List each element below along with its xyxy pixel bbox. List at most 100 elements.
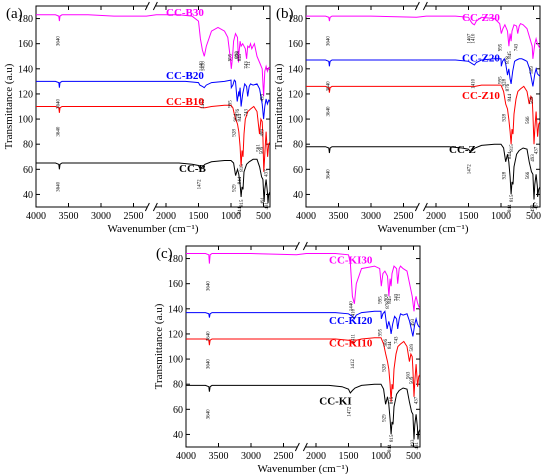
peak-annotation: 844: [388, 341, 393, 349]
peak-annotation: 876: [506, 83, 511, 91]
y-axis-label: Transmittance (a.u): [3, 63, 15, 149]
x-tick-label: 1500: [189, 211, 209, 222]
series-line-cc-z20: [306, 57, 540, 87]
peak-annotation: 437: [415, 396, 420, 404]
peak-annotation: 995: [498, 43, 503, 51]
y-tick-label: 40: [173, 430, 183, 441]
series-line-cc-b30: [36, 14, 270, 97]
series-label: CC-B10: [166, 96, 204, 108]
peak-annotation: 815: [240, 164, 245, 172]
axis-break-gap: [297, 243, 306, 249]
peak-annotation: 1410: [471, 78, 476, 89]
y-tick-label: 180: [168, 254, 183, 265]
x-axis-label: Wavenumber (cm⁻¹): [258, 463, 349, 474]
peak-annotation: 815: [390, 396, 395, 404]
peak-annotation: 493: [531, 154, 536, 162]
x-tick-label: 500: [406, 451, 421, 462]
peak-annotation: 844: [388, 444, 393, 452]
y-tick-label: 140: [18, 64, 33, 75]
peak-annotation: 995: [498, 76, 503, 84]
peak-annotation: 431: [265, 201, 270, 209]
peak-annotation: 493: [411, 318, 416, 326]
y-tick-label: 160: [168, 279, 183, 290]
peak-annotation: 1412: [201, 98, 206, 109]
x-tick-label: 3500: [59, 211, 79, 222]
x-tick-label: 2500: [274, 451, 294, 462]
peak-annotation: 491: [261, 196, 266, 204]
x-tick-label: 4000: [176, 451, 196, 462]
x-tick-label: 1000: [371, 451, 391, 462]
peak-annotation: 844: [238, 207, 243, 215]
axis-break-gap: [297, 444, 306, 450]
x-tick-label: 500: [526, 211, 541, 222]
y-tick-label: 80: [23, 140, 33, 151]
series-line-cc-ki30: [186, 253, 420, 312]
series-label: CC-Z10: [462, 90, 500, 102]
peak-annotation: 3640: [326, 169, 331, 180]
peak-annotation: 743: [245, 61, 250, 69]
axis-break-mark: [144, 1, 150, 11]
x-tick-label: 3500: [329, 211, 349, 222]
peak-annotation: 437: [535, 201, 540, 209]
panel-b: 4000 3500 3000 2500 2000 1500 1000 500 40 60 80 100…: [273, 1, 541, 235]
peak-annotation: 3640: [56, 181, 61, 192]
x-tick-label: 500: [256, 211, 271, 222]
axis-break-mark: [144, 202, 150, 212]
peak-annotation: 928: [503, 78, 508, 86]
y-tick-label: 60: [293, 165, 303, 176]
peak-annotation: 1467: [468, 33, 473, 44]
peak-annotation: 815: [510, 144, 515, 152]
series-label: CC-Z: [449, 144, 476, 156]
x-tick-label: 1500: [459, 211, 479, 222]
peak-annotation: 904: [234, 114, 239, 122]
peak-annotation: 3640: [56, 126, 61, 137]
series-line-cc-b20: [36, 79, 270, 120]
x-tick-label: 1000: [221, 211, 241, 222]
x-tick-label: 3000: [241, 451, 261, 462]
x-tick-label: 3500: [209, 451, 229, 462]
peak-annotation: 1410: [201, 61, 206, 72]
panel-label: (b): [276, 6, 294, 22]
peak-annotation: 3640: [206, 409, 211, 420]
peak-annotation: 743: [395, 336, 400, 344]
x-tick-label: 2500: [394, 211, 414, 222]
peak-annotation: 844: [238, 176, 243, 184]
peak-annotation: 995: [378, 296, 383, 304]
y-tick-label: 100: [288, 115, 303, 126]
axis-break-mark: [414, 1, 420, 11]
peak-annotation: 893: [235, 51, 240, 59]
axis-break-mark: [294, 442, 300, 452]
y-tick-label: 120: [18, 89, 33, 100]
y-tick-label: 40: [293, 190, 303, 201]
y-tick-label: 80: [293, 140, 303, 151]
x-tick-label: 2000: [426, 211, 446, 222]
y-tick-label: 120: [288, 89, 303, 100]
panel-c: 4000 3500 3000 2500 2000 1500 1000 500 40 60 80 100…: [153, 241, 421, 474]
axis-break-mark: [294, 241, 300, 251]
peak-annotation: 743: [395, 293, 400, 301]
peak-annotation: 1472: [197, 179, 202, 190]
peak-annotation: 844: [508, 204, 513, 212]
panel-label: (c): [156, 246, 173, 262]
peak-annotation: 711: [247, 61, 252, 69]
peak-annotation: 509: [530, 96, 535, 104]
y-tick-label: 120: [168, 329, 183, 340]
series-line-cc-b10: [36, 104, 270, 172]
peak-annotation: 437: [535, 146, 540, 154]
series-label: CC-KI20: [329, 315, 373, 327]
peak-annotation: 1472: [467, 164, 472, 175]
peak-annotation: 845: [238, 53, 243, 61]
y-tick-label: 100: [168, 355, 183, 366]
series-line-cc-z: [306, 143, 540, 200]
series-label: CC-B30: [166, 7, 204, 19]
peak-annotation: 561: [257, 144, 262, 152]
peak-annotation: 509: [410, 343, 415, 351]
series-line-cc-ki: [186, 383, 420, 440]
x-tick-label: 2000: [156, 211, 176, 222]
series-label: CC-KI30: [329, 255, 373, 267]
peak-annotation: 878: [236, 51, 241, 59]
series-group: [306, 15, 540, 200]
y-axis-label: Transmittance (a.u): [273, 63, 285, 149]
peak-annotation: 845: [388, 296, 393, 304]
peak-annotation: 906: [384, 338, 389, 346]
